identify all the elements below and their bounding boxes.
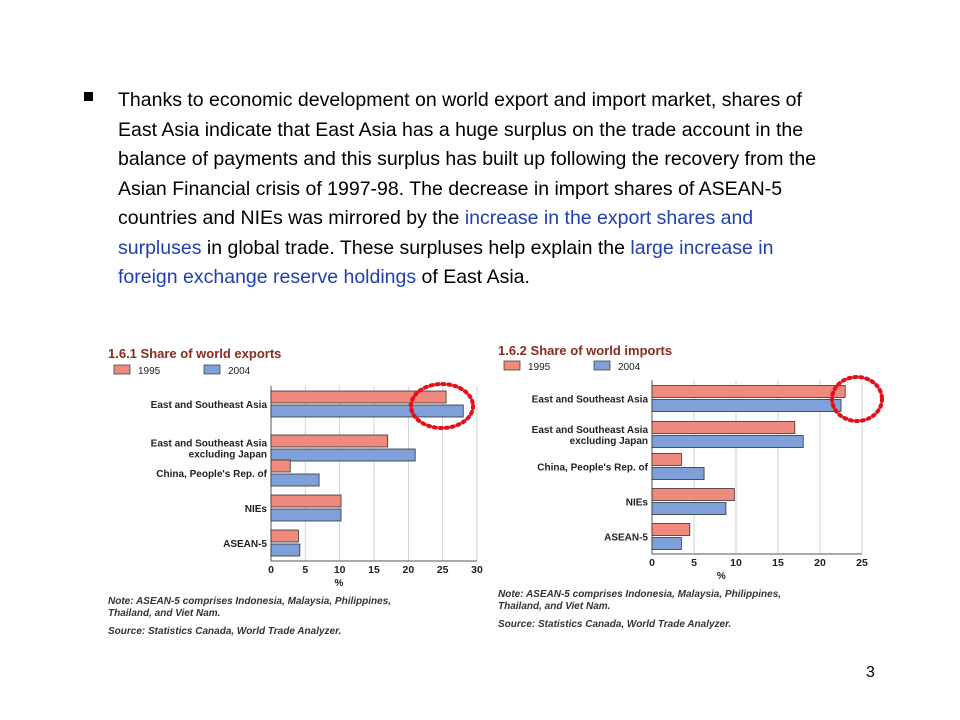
exports-chart-svg: 1.6.1 Share of world exports 1995 2004 0 5 10… xyxy=(108,346,483,637)
bar-2004 xyxy=(651,467,705,480)
category-label: East and Southeast Asia xyxy=(151,400,268,411)
highlight-circle-annotation xyxy=(409,382,475,430)
paragraph-part1: Thanks to economic development on world … xyxy=(118,89,817,229)
category-label: East and Southeast Asia xyxy=(532,425,649,436)
category-label: East and Southeast Asia xyxy=(532,395,649,406)
x-tick-label: 0 xyxy=(268,564,274,576)
bar-1995 xyxy=(651,421,796,434)
chart-note: Note: ASEAN-5 comprises Indonesia, Malay… xyxy=(108,596,391,607)
bar-1995 xyxy=(270,494,342,508)
x-tick-label: 5 xyxy=(691,557,697,569)
bar-2004 xyxy=(651,435,804,448)
bar-1995 xyxy=(651,488,735,501)
bar-1995 xyxy=(270,434,389,448)
x-axis-label: % xyxy=(717,571,726,582)
bar-1995 xyxy=(270,459,291,473)
x-tick-label: 30 xyxy=(471,564,483,576)
bar-2004 xyxy=(270,448,416,462)
paragraph-part2: in global trade. These surpluses help ex… xyxy=(201,236,631,259)
x-tick-label: 25 xyxy=(437,564,449,576)
chart-note: Note: ASEAN-5 comprises Indonesia, Malay… xyxy=(498,589,781,600)
category-label: East and Southeast Asia xyxy=(151,439,268,450)
legend-swatch-2004 xyxy=(203,364,221,375)
category-label: NIEs xyxy=(245,504,268,515)
x-tick-label: 15 xyxy=(772,557,784,569)
x-tick-label: 20 xyxy=(814,557,826,569)
category-label: China, People's Rep. of xyxy=(537,463,648,474)
bar-1995 xyxy=(270,529,299,543)
bar-1995 xyxy=(270,390,447,404)
bar-1995 xyxy=(651,523,691,536)
bar-2004 xyxy=(651,502,727,515)
legend-swatch-1995 xyxy=(113,364,131,375)
bar-2004 xyxy=(270,473,320,487)
legend-label-1995: 1995 xyxy=(528,362,551,373)
paragraph-text: Thanks to economic development on world … xyxy=(118,86,838,293)
legend-swatch-2004 xyxy=(593,360,611,371)
highlight-export-shares: increase in the export shares and surplu… xyxy=(118,207,754,259)
chart-note: Thailand, and Viet Nam. xyxy=(498,601,610,612)
chart-source: Source: Statistics Canada, World Trade A… xyxy=(108,626,341,637)
bar-1995 xyxy=(651,453,682,466)
legend-label-2004: 2004 xyxy=(618,362,641,373)
chart-number: 1.6.1 xyxy=(108,346,141,361)
chart-title: 1.6.1 Share of world exports xyxy=(108,346,281,361)
x-axis-label: % xyxy=(335,578,344,589)
category-label: NIEs xyxy=(626,498,649,509)
category-label: ASEAN-5 xyxy=(223,539,267,550)
chart-title-text: Share of world imports xyxy=(531,343,673,358)
x-tick-label: 20 xyxy=(402,564,414,576)
bar-1995 xyxy=(651,385,846,398)
x-tick-label: 15 xyxy=(368,564,380,576)
x-tick-label: 0 xyxy=(649,557,655,569)
x-tick-label: 5 xyxy=(302,564,308,576)
x-tick-label: 25 xyxy=(856,557,868,569)
bar-2004 xyxy=(651,399,842,412)
category-label: China, People's Rep. of xyxy=(156,469,267,480)
legend-label-1995: 1995 xyxy=(138,366,161,377)
chart-note: Thailand, and Viet Nam. xyxy=(108,608,220,619)
highlight-circle-annotation xyxy=(830,375,884,423)
page-number: 3 xyxy=(866,664,875,681)
imports-chart-svg: 1.6.2 Share of world imports 1995 2004 0 5 10… xyxy=(498,343,884,630)
category-label: excluding Japan xyxy=(189,450,267,461)
x-tick-label: 10 xyxy=(334,564,346,576)
x-tick-label: 10 xyxy=(730,557,742,569)
bar-2004 xyxy=(651,537,682,550)
chart-source: Source: Statistics Canada, World Trade A… xyxy=(498,619,731,630)
bar-2004 xyxy=(270,404,464,418)
imports-chart: 1.6.2 Share of world imports 1995 2004 0 5 10… xyxy=(494,338,894,638)
chart-title: 1.6.2 Share of world imports xyxy=(498,343,672,358)
category-label: excluding Japan xyxy=(570,436,648,447)
category-label: ASEAN-5 xyxy=(604,533,648,544)
chart-number: 1.6.2 xyxy=(498,343,531,358)
chart-title-text: Share of world exports xyxy=(141,346,282,361)
highlight-reserve-holdings: large increase in foreign exchange reser… xyxy=(118,236,774,289)
legend-label-2004: 2004 xyxy=(228,366,251,377)
bar-2004 xyxy=(270,543,301,557)
square-bullet-icon xyxy=(84,92,93,101)
bar-2004 xyxy=(270,508,342,522)
paragraph-part3: of East Asia. xyxy=(416,266,530,288)
legend-swatch-1995 xyxy=(503,360,521,371)
exports-chart: 1.6.1 Share of world exports 1995 2004 0 5 10… xyxy=(104,340,499,640)
